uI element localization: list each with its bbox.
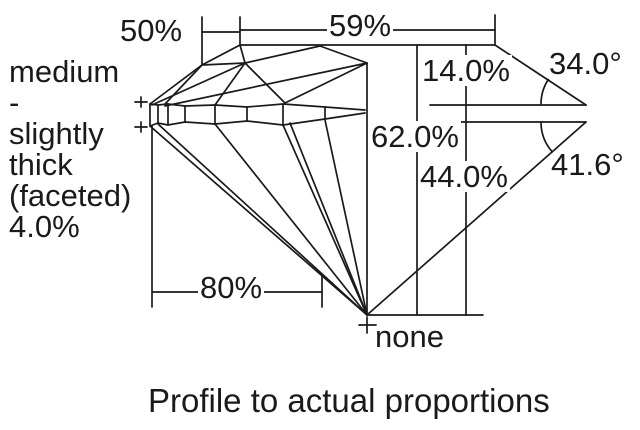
girdle-label-line-6: 4.0% [9, 209, 80, 244]
girdle-label-line-4: thick [9, 147, 73, 182]
total-depth-label: 62.0% [369, 119, 461, 154]
crown-height-label: 14.0% [420, 53, 512, 88]
diamond-girdle-band [149, 103, 366, 127]
diamond-pavilion-facets [149, 119, 587, 316]
girdle-label-line-3: slightly [9, 116, 104, 151]
angle-arcs [540, 78, 554, 153]
lower-girdle-length-label: 80% [198, 270, 265, 305]
pavilion-angle-label: 41.6° [551, 147, 624, 182]
star-length-label: 50% [120, 13, 183, 48]
girdle-thickness-label: medium - slightly thick (faceted) 4.0% [9, 56, 131, 242]
girdle-label-line-2: - [9, 85, 20, 120]
crown-angle-label: 34.0° [549, 46, 622, 81]
girdle-label-line-1: medium [9, 54, 120, 89]
pavilion-depth-label: 44.0% [418, 159, 510, 194]
culet-label: none [375, 319, 444, 354]
tick-marks [134, 96, 377, 334]
table-size-label: 59% [327, 8, 394, 43]
girdle-label-line-5: (faceted) [9, 178, 132, 213]
diagram-caption: Profile to actual proportions [148, 382, 550, 419]
